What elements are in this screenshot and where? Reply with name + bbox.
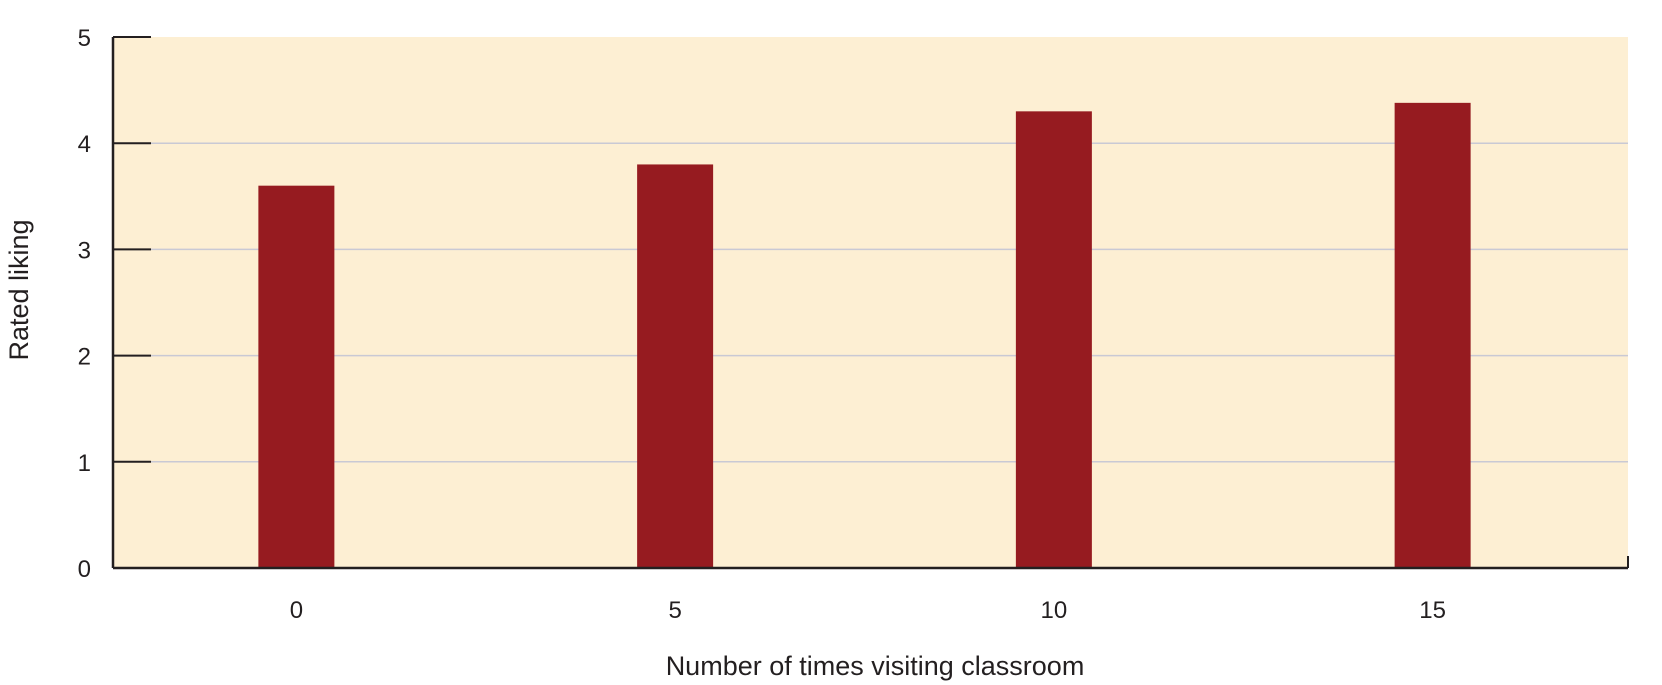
x-tick-label: 0 bbox=[290, 597, 303, 624]
bar bbox=[637, 164, 714, 568]
y-axis-title: Rated liking bbox=[4, 219, 34, 360]
x-tick-label: 15 bbox=[1419, 597, 1446, 624]
y-tick-labels: 0 1 2 3 4 5 bbox=[78, 25, 91, 583]
axes bbox=[111, 36, 1629, 570]
y-tick-label: 0 bbox=[78, 556, 91, 583]
bar bbox=[258, 185, 335, 568]
gridlines bbox=[113, 142, 1628, 463]
x-axis-title: Number of times visiting classroom bbox=[666, 651, 1085, 681]
x-tick-labels: 0 5 10 15 bbox=[290, 597, 1446, 624]
bar bbox=[1015, 111, 1092, 568]
x-tick-label: 5 bbox=[668, 597, 681, 624]
y-tick-label: 2 bbox=[78, 344, 91, 371]
bars bbox=[258, 102, 1471, 569]
x-tick-label: 10 bbox=[1041, 597, 1068, 624]
plot-area bbox=[113, 37, 1628, 568]
y-tick-label: 5 bbox=[78, 25, 91, 52]
y-tick-label: 4 bbox=[78, 131, 91, 158]
y-tick-label: 3 bbox=[78, 237, 91, 264]
y-tick-label: 1 bbox=[78, 450, 91, 477]
bar bbox=[1394, 102, 1471, 569]
